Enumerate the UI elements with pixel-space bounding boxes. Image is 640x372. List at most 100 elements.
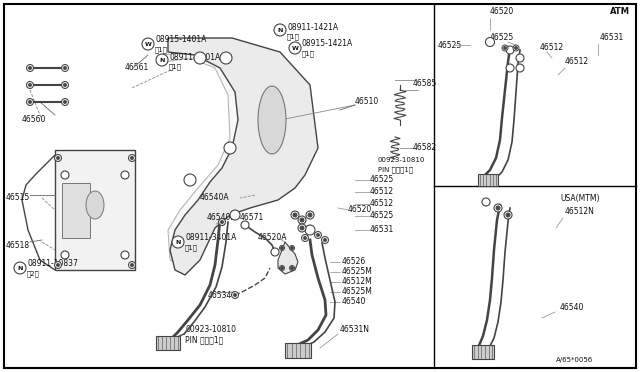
Text: 46525: 46525 [370, 176, 394, 185]
Circle shape [61, 99, 68, 106]
Circle shape [220, 52, 232, 64]
Circle shape [280, 266, 285, 270]
Text: 〈2〉: 〈2〉 [27, 271, 40, 277]
Text: 08911-10837: 08911-10837 [27, 260, 78, 269]
Circle shape [506, 213, 510, 217]
Circle shape [232, 292, 239, 298]
Circle shape [63, 67, 67, 70]
Text: 46525: 46525 [490, 33, 515, 42]
Text: 〈1〉: 〈1〉 [287, 34, 300, 40]
Text: ATM: ATM [610, 7, 630, 16]
Circle shape [56, 263, 60, 266]
Circle shape [56, 157, 60, 160]
Text: 46525M: 46525M [342, 267, 373, 276]
Circle shape [29, 67, 31, 70]
Circle shape [14, 262, 26, 274]
Text: 46526: 46526 [342, 257, 366, 266]
Circle shape [129, 154, 136, 161]
Circle shape [504, 211, 512, 219]
Text: 08915-1421A: 08915-1421A [302, 39, 353, 48]
Circle shape [314, 231, 321, 238]
Text: USA(MTM): USA(MTM) [560, 193, 600, 202]
Text: 46525: 46525 [370, 212, 394, 221]
Text: A/65*0056: A/65*0056 [556, 357, 593, 363]
Circle shape [305, 225, 315, 235]
Circle shape [121, 251, 129, 259]
Circle shape [289, 266, 294, 270]
Circle shape [321, 237, 328, 244]
Circle shape [241, 221, 249, 229]
Circle shape [516, 54, 524, 62]
Circle shape [496, 206, 500, 210]
Circle shape [494, 204, 502, 212]
Circle shape [515, 46, 518, 49]
Text: 08911-3401A: 08911-3401A [185, 234, 236, 243]
Circle shape [26, 64, 33, 71]
Text: 46560: 46560 [22, 115, 46, 125]
Text: 46540: 46540 [560, 304, 584, 312]
Bar [156, 336, 180, 350]
Text: 46520: 46520 [348, 205, 372, 215]
Circle shape [142, 38, 154, 50]
Text: 46561: 46561 [125, 64, 149, 73]
Text: 08911-1401A: 08911-1401A [169, 52, 220, 61]
Polygon shape [168, 38, 318, 275]
Circle shape [230, 210, 240, 220]
Circle shape [486, 38, 495, 46]
Circle shape [280, 246, 285, 250]
Circle shape [293, 213, 297, 217]
Text: 46585: 46585 [413, 80, 437, 89]
Text: 46531: 46531 [370, 225, 394, 234]
Text: 08915-1401A: 08915-1401A [155, 35, 206, 45]
Text: 46518: 46518 [6, 241, 30, 250]
Circle shape [303, 237, 307, 240]
Circle shape [131, 157, 134, 160]
Circle shape [300, 226, 304, 230]
Text: 46582: 46582 [413, 144, 437, 153]
Circle shape [61, 81, 68, 89]
Bar [62, 183, 90, 238]
Text: 46512: 46512 [540, 44, 564, 52]
Bar [472, 345, 494, 359]
Text: 46520: 46520 [490, 7, 515, 16]
Text: 〈1〉: 〈1〉 [155, 47, 168, 53]
Circle shape [306, 211, 314, 219]
Circle shape [301, 227, 303, 230]
Text: 46525M: 46525M [342, 288, 373, 296]
Circle shape [26, 99, 33, 106]
Text: 00923-10810: 00923-10810 [378, 157, 426, 163]
Text: 46512: 46512 [370, 187, 394, 196]
Circle shape [274, 24, 286, 36]
Circle shape [482, 198, 490, 206]
Text: PIN ピン〈1〉: PIN ピン〈1〉 [378, 167, 413, 173]
Circle shape [308, 213, 312, 217]
Text: PIN ピン〈1〉: PIN ピン〈1〉 [185, 336, 223, 344]
Text: 46534: 46534 [208, 291, 232, 299]
Text: 46512M: 46512M [342, 278, 372, 286]
Text: N: N [277, 28, 283, 32]
Circle shape [218, 218, 225, 225]
Circle shape [54, 262, 61, 269]
FancyBboxPatch shape [55, 150, 135, 270]
Circle shape [497, 206, 499, 209]
Text: 08911-1421A: 08911-1421A [287, 22, 338, 32]
Circle shape [184, 174, 196, 186]
Text: 46525: 46525 [438, 41, 462, 49]
Circle shape [172, 236, 184, 248]
Text: 46510: 46510 [355, 97, 380, 106]
Circle shape [513, 45, 519, 51]
Circle shape [194, 52, 206, 64]
Text: 46531N: 46531N [340, 326, 370, 334]
Circle shape [289, 42, 301, 54]
Text: 46512: 46512 [370, 199, 394, 208]
Text: 46540: 46540 [342, 298, 366, 307]
Text: 〈1〉: 〈1〉 [185, 245, 198, 251]
Circle shape [54, 154, 61, 161]
Circle shape [291, 211, 299, 219]
Text: 〈1〉: 〈1〉 [169, 64, 182, 70]
Circle shape [506, 46, 514, 54]
Circle shape [506, 64, 514, 72]
Circle shape [301, 218, 303, 221]
Circle shape [289, 246, 294, 250]
Circle shape [234, 294, 237, 296]
